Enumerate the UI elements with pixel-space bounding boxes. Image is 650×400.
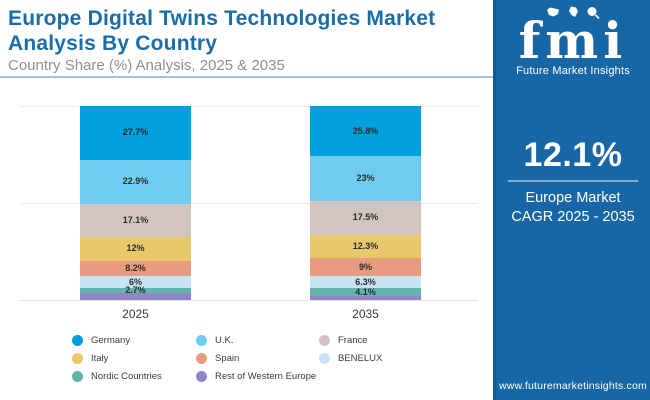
legend: Germany U.K. France Italy Spain BENELUX Nordic… [72,331,489,385]
segment-spain-2025: 8.2% [80,260,191,277]
segment-benelux-2025: 6% [80,276,191,289]
bar-2025: 27.7% 22.9% 17.1% 12% 8.2% 6% 2.7% [80,106,191,300]
segment-france-2035: 17.5% [310,200,421,235]
segment-rest-of-western-europe-2035 [310,296,421,300]
legend-item-rest-of-western-europe: Rest of Western Europe [196,370,319,382]
website-url[interactable]: www.futuremarketinsights.com [499,380,647,392]
legend-item-nordic-countries: Nordic Countries [72,370,196,382]
globe-magnifier-icon [587,6,600,19]
stat-divider [508,180,638,182]
header-divider [0,76,493,78]
segment-benelux-2035: 6.3% [310,275,421,289]
x-axis-label-2035: 2035 [352,307,379,321]
segment-nordic-countries-2035: 4.1% [310,287,421,297]
legend-label: Nordic Countries [91,370,162,382]
segment-italy-2035: 12.3% [310,234,421,259]
legend-dot-u-k [196,334,207,346]
x-axis-label-2025: 2025 [122,307,149,321]
legend-item-spain: Spain [196,352,319,364]
gridline-50pct [20,203,478,204]
legend-dot-spain [196,352,207,364]
segment-italy-2025: 12% [80,237,191,261]
segment-france-2025: 17.1% [80,204,191,238]
bar-2035: 25.8% 23% 17.5% 12.3% 9% 6.3% 4.1% [310,106,421,300]
gridline-100pct [20,106,478,107]
segment-spain-2035: 9% [310,258,421,276]
segment-nordic-countries-2025: 2.7% [80,285,191,295]
page-subtitle: Country Share (%) Analysis, 2025 & 2035 [8,57,285,74]
legend-item-france: France [319,334,489,346]
legend-label: BENELUX [338,352,383,364]
segment-germany-2025: 27.7% [80,106,191,160]
cagr-value: 12.1% [523,136,623,174]
brand-sidebar: fmi Future Market Insights 12.1% Europe … [493,0,650,400]
legend-label: Italy [91,352,109,364]
segment-rest-of-western-europe-2025 [80,293,191,300]
cagr-caption-line2: CAGR 2025 - 2035 [511,209,635,225]
logo-tagline: Future Market Insights [516,65,630,77]
us-map-icon [547,7,559,17]
segment-u-k-2025: 22.9% [80,159,191,205]
legend-label: Rest of Western Europe [215,370,317,382]
legend-item-italy: Italy [72,352,196,364]
segment-u-k-2035: 23% [310,156,421,201]
legend-dot-nordic-countries [72,370,83,382]
legend-label: U.K. [215,334,234,346]
segment-germany-2035: 25.8% [310,106,421,157]
legend-dot-italy [72,352,83,364]
legend-dot-germany [72,334,83,346]
legend-item-germany: Germany [72,334,196,346]
chart-panel: Europe Digital Twins Technologies Market… [0,7,493,385]
legend-dot-benelux [319,352,330,364]
fmi-logo: fmi Future Market Insights [496,5,650,77]
gridline-0pct [20,300,478,301]
legend-item-benelux: BENELUX [319,352,489,364]
legend-label: France [338,334,368,346]
legend-item-u-k: U.K. [196,334,319,346]
legend-dot-rest-of-western-europe [196,370,207,382]
page-title: Europe Digital Twins Technologies Market… [8,7,436,55]
cagr-caption-line1: Europe Market [525,190,621,206]
world-map-icon [569,6,578,17]
cagr-caption: Europe Market CAGR 2025 - 2035 [496,189,650,227]
legend-label: Spain [215,352,240,364]
legend-label: Germany [91,334,131,346]
legend-dot-france [319,334,330,346]
stacked-bar-chart: 27.7% 22.9% 17.1% 12% 8.2% 6% 2.7% 2025 25.8% 23%… [20,106,478,321]
logo-wordmark: fmi [518,11,628,70]
logo-icons [496,5,650,19]
